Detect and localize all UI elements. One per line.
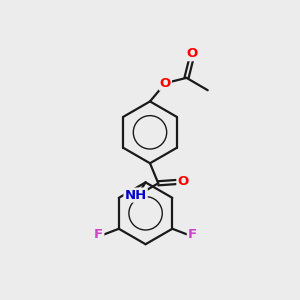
Text: NH: NH	[124, 188, 147, 202]
Text: F: F	[188, 228, 197, 241]
Text: O: O	[186, 47, 197, 60]
Text: O: O	[177, 175, 189, 188]
Text: O: O	[160, 77, 171, 90]
Text: F: F	[94, 228, 103, 241]
